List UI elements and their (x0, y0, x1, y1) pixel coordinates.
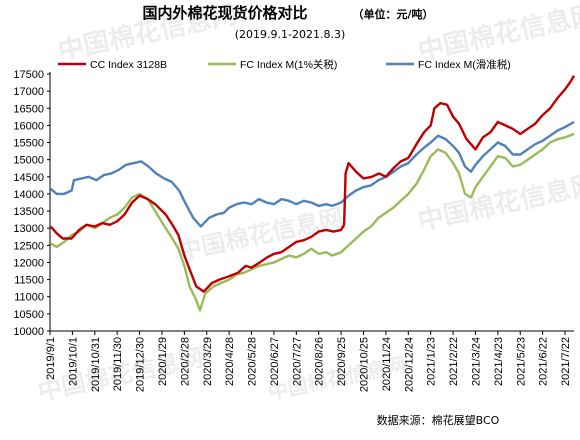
y-tick-label: 15500 (13, 138, 44, 150)
watermark-text-1: 中国棉花信息网 (415, 0, 580, 67)
series-line-1 (50, 132, 575, 312)
x-tick-label: 2020/6/27 (269, 337, 281, 386)
y-tick-label: 13500 (13, 206, 44, 218)
chart-unit: （单位：元/吨） (352, 7, 433, 21)
x-tick-label: 2021/4/23 (493, 337, 505, 386)
y-tick-label: 12000 (13, 257, 44, 269)
x-tick-label: 2021/5/23 (515, 337, 527, 386)
axes (49, 72, 574, 332)
x-tick-label: 2021/6/22 (538, 337, 550, 386)
data-source: 数据来源：棉花展望BCO (377, 413, 500, 427)
y-tick-label: 11500 (14, 275, 44, 287)
x-tick-label: 2019/9/1 (45, 337, 57, 380)
watermark-text-4: 中国棉花信息网 (175, 204, 345, 266)
y-tick-label: 14000 (13, 189, 44, 201)
x-tick-label: 2021/1/23 (426, 337, 438, 386)
y-tick-label: 15000 (13, 155, 44, 167)
x-tick-label: 2019/12/30 (135, 337, 147, 392)
watermark-text-3: 中国棉花信息网 (415, 169, 580, 237)
y-tick-label: 14500 (13, 172, 44, 184)
x-tick-label: 2020/8/26 (314, 337, 326, 386)
legend-label-0: CC Index 3128B (90, 59, 167, 71)
legend-label-2: FC Index M(滑准税) (418, 58, 511, 71)
x-tick-label: 2020/4/28 (224, 337, 236, 386)
y-tick-label: 11000 (14, 292, 44, 304)
legend: CC Index 3128B FC Index M(1%关税) FC Index M… (58, 58, 511, 71)
y-tick-label: 16000 (13, 120, 44, 132)
y-tick-label: 16500 (13, 103, 44, 115)
x-tick-label: 2019/10/1 (67, 337, 79, 386)
x-tick-label: 2020/11/24 (381, 337, 393, 391)
series-layer (49, 75, 576, 312)
series-line-0 (49, 75, 576, 293)
x-tick-label: 2020/1/29 (157, 337, 169, 386)
x-tick-label: 2021/3/24 (470, 337, 482, 386)
y-axis-ticks: 10000 10500 11000 11500 12000 12500 13000 13500… (13, 69, 50, 338)
x-tick-label: 2020/2/28 (179, 337, 191, 386)
chart-title: 国内外棉花现货价格对比 (142, 4, 307, 22)
y-tick-label: 10000 (13, 326, 44, 338)
x-tick-label: 2021/7/22 (560, 337, 572, 386)
y-tick-label: 13000 (13, 223, 44, 235)
x-tick-label: 2020/7/27 (291, 337, 303, 386)
x-tick-label: 2021/2/22 (448, 337, 460, 386)
legend-label-1: FC Index M(1%关税) (240, 58, 337, 71)
x-tick-label: 2019/11/30 (112, 337, 124, 391)
x-tick-label: 2020/10/25 (359, 337, 371, 392)
x-tick-label: 2019/10/31 (90, 337, 102, 392)
x-tick-label: 2020/12/24 (403, 337, 415, 392)
x-axis-ticks: 2019/9/1 2019/10/1 2019/10/31 2019/11/30 201… (45, 331, 572, 392)
chart-subtitle: (2019.9.1-2021.8.3) (235, 28, 346, 41)
x-tick-label: 2020/5/28 (247, 337, 259, 386)
x-tick-label: 2020/3/29 (202, 337, 214, 386)
y-tick-label: 17000 (13, 86, 44, 98)
y-tick-label: 17500 (13, 69, 44, 81)
series-line-2 (49, 120, 575, 228)
x-tick-label: 2020/9/25 (336, 337, 348, 386)
y-tick-label: 12500 (13, 240, 44, 252)
y-tick-label: 10500 (13, 309, 44, 321)
